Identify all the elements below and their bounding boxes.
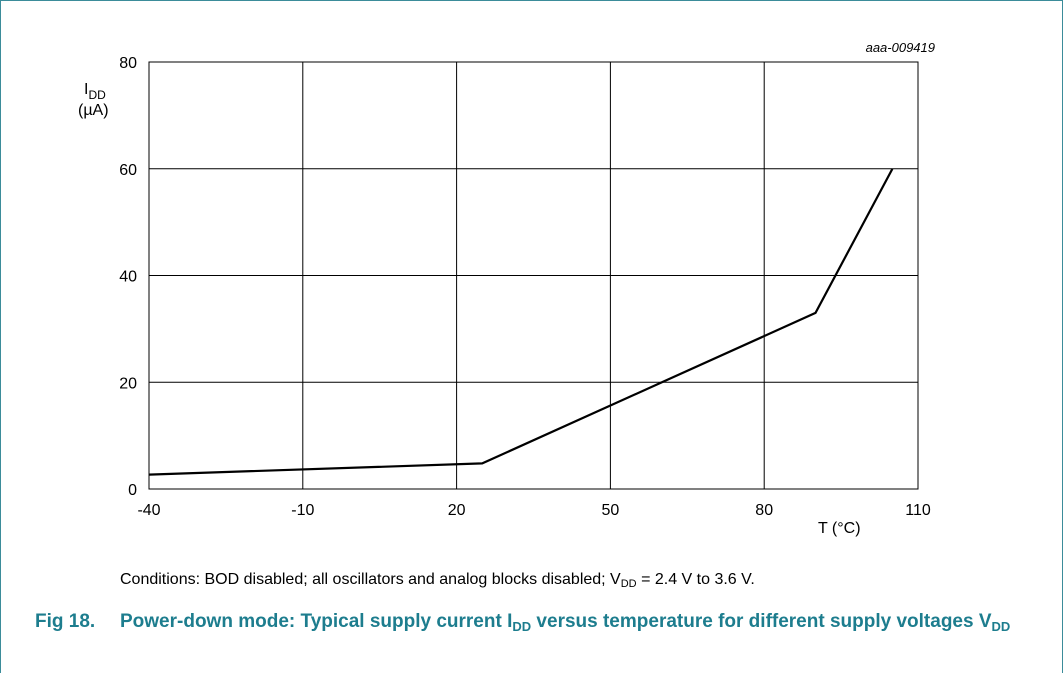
- x-tick-label: 110: [905, 502, 931, 519]
- conditions-note: Conditions: BOD disabled; all oscillator…: [120, 571, 755, 590]
- y-axis-unit: (µA): [78, 102, 109, 119]
- y-axis-label: IDD: [84, 81, 106, 102]
- figure-title: Power-down mode: Typical supply current …: [120, 611, 1011, 634]
- series-line: [148, 168, 894, 476]
- y-tick-label: 60: [119, 162, 137, 179]
- y-tick-label: 0: [128, 482, 137, 499]
- figure-code: aaa-009419: [866, 40, 935, 55]
- plot-grid: [148, 61, 919, 490]
- y-tick-label: 20: [119, 375, 137, 392]
- y-tick-label: 40: [119, 269, 137, 286]
- x-tick-label: 80: [755, 502, 773, 519]
- x-tick-label: -40: [137, 502, 160, 519]
- figure-caption: Fig 18. Power-down mode: Typical supply …: [35, 610, 1045, 639]
- x-tick-label: -10: [291, 502, 314, 519]
- figure-number: Fig 18.: [35, 611, 96, 632]
- x-tick-label: 50: [602, 502, 620, 519]
- x-axis-label: T (°C): [818, 520, 861, 537]
- tick-labels: -40 -10 20 50 80 110 0 20 40 60 80: [119, 55, 931, 519]
- x-tick-label: 20: [448, 502, 466, 519]
- series-layer: [148, 168, 894, 476]
- y-tick-label: 80: [119, 55, 137, 72]
